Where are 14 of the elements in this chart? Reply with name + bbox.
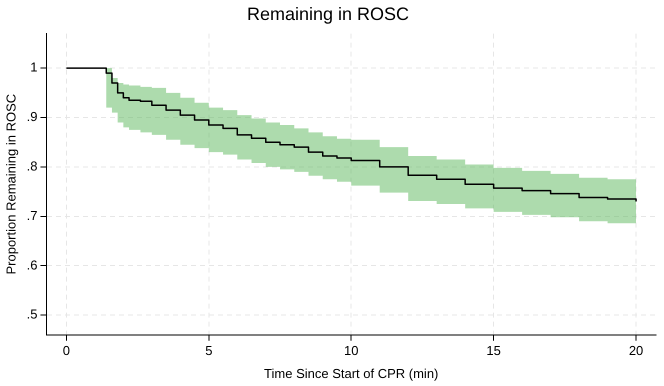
y-tick-label: .5 xyxy=(26,306,38,322)
x-axis-title: Time Since Start of CPR (min) xyxy=(264,366,438,381)
y-tick-label: .7 xyxy=(26,208,38,223)
x-tick-label: 15 xyxy=(486,343,501,358)
chart-title: Remaining in ROSC xyxy=(246,4,410,24)
x-tick-label: 0 xyxy=(62,343,70,358)
y-tick-label: .9 xyxy=(26,109,38,124)
y-tick-label: 1 xyxy=(30,60,38,75)
y-axis-title: Proportion Remaining in ROSC xyxy=(3,94,18,275)
y-tick-label: .6 xyxy=(26,257,38,272)
x-tick-label: 20 xyxy=(628,343,644,358)
x-tick-label: 5 xyxy=(205,343,212,358)
y-tick-label: .8 xyxy=(26,158,38,174)
x-tick-label: 10 xyxy=(344,343,358,358)
